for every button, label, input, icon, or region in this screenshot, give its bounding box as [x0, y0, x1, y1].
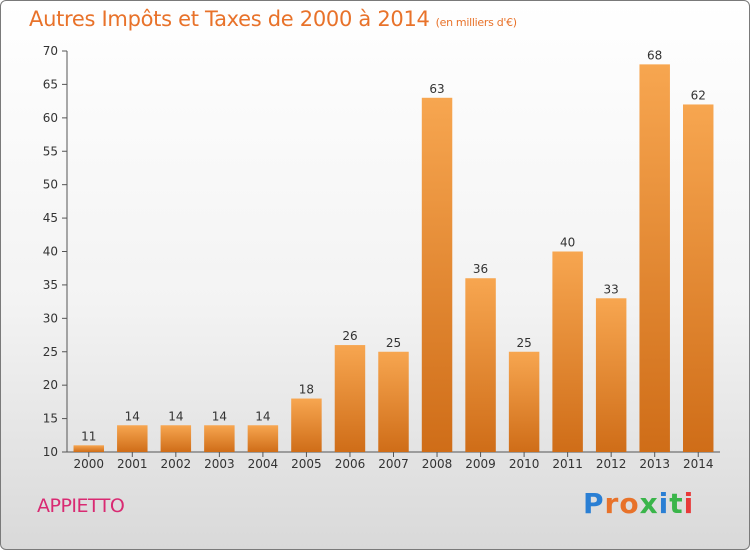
- y-tick-label: 30: [43, 311, 58, 325]
- x-tick-label: 2006: [335, 457, 366, 471]
- x-tick-label: 2014: [683, 457, 714, 471]
- bar: [465, 278, 496, 452]
- y-tick-label: 20: [43, 378, 58, 392]
- chart-title-text: Autres Impôts et Taxes de 2000 à 2014: [29, 7, 430, 31]
- chart-title: Autres Impôts et Taxes de 2000 à 2014 (en…: [29, 7, 517, 31]
- bar-value-label: 25: [386, 336, 401, 350]
- logo-letter: t: [669, 487, 684, 520]
- x-tick-label: 2007: [378, 457, 409, 471]
- bar: [378, 351, 409, 452]
- bar-value-label: 14: [255, 409, 270, 423]
- bar: [291, 398, 322, 452]
- bar-value-label: 36: [473, 262, 488, 276]
- bar: [117, 425, 148, 452]
- y-tick-label: 55: [43, 144, 58, 158]
- y-tick-label: 70: [43, 44, 58, 58]
- y-tick-label: 15: [43, 412, 58, 426]
- logo-letter: x: [639, 487, 659, 520]
- bar-value-label: 14: [168, 409, 183, 423]
- x-tick-label: 2008: [422, 457, 453, 471]
- x-tick-label: 2000: [73, 457, 104, 471]
- x-tick-label: 2001: [117, 457, 148, 471]
- y-tick-label: 45: [43, 211, 58, 225]
- bar-value-label: 14: [212, 409, 227, 423]
- bar-value-label: 68: [647, 48, 662, 62]
- y-tick-label: 10: [43, 445, 58, 459]
- commune-name: APPIETTO: [37, 495, 125, 517]
- y-tick-label: 25: [43, 345, 58, 359]
- bar-value-label: 63: [429, 82, 444, 96]
- logo-letter: i: [683, 487, 695, 520]
- bar-value-label: 11: [81, 429, 96, 443]
- logo-letter: o: [619, 487, 640, 520]
- y-tick-label: 50: [43, 178, 58, 192]
- bar: [73, 445, 105, 452]
- x-tick-label: 2013: [639, 457, 670, 471]
- bar: [247, 425, 279, 452]
- bar-value-label: 25: [516, 336, 531, 350]
- chart-subtitle: (en milliers d'€): [435, 16, 517, 29]
- bar: [160, 425, 192, 452]
- x-tick-label: 2005: [291, 457, 322, 471]
- bar: [552, 251, 583, 452]
- bar-value-label: 26: [342, 329, 357, 343]
- bar-value-label: 62: [691, 88, 706, 102]
- bar: [682, 104, 714, 452]
- x-tick-label: 2009: [465, 457, 496, 471]
- y-tick-label: 35: [43, 278, 58, 292]
- x-tick-label: 2011: [552, 457, 583, 471]
- bar: [595, 298, 627, 452]
- bar: [508, 351, 540, 452]
- bar-value-label: 40: [560, 236, 575, 250]
- bar: [204, 425, 235, 452]
- bar-value-label: 14: [125, 409, 140, 423]
- bar: [421, 97, 453, 453]
- y-tick-label: 40: [43, 245, 58, 259]
- proxiti-logo: Proxiti: [583, 487, 694, 520]
- x-tick-label: 2003: [204, 457, 235, 471]
- bar-value-label: 33: [604, 282, 619, 296]
- bar-value-label: 18: [299, 383, 314, 397]
- x-tick-label: 2002: [161, 457, 192, 471]
- logo-letter: i: [658, 487, 670, 520]
- bar: [334, 345, 366, 452]
- x-tick-label: 2010: [509, 457, 540, 471]
- y-tick-label: 65: [43, 77, 58, 91]
- logo-letter: P: [583, 487, 605, 520]
- x-tick-label: 2012: [596, 457, 627, 471]
- x-tick-label: 2004: [248, 457, 279, 471]
- logo-letter: r: [604, 487, 620, 520]
- bar: [639, 64, 670, 452]
- y-tick-label: 60: [43, 111, 58, 125]
